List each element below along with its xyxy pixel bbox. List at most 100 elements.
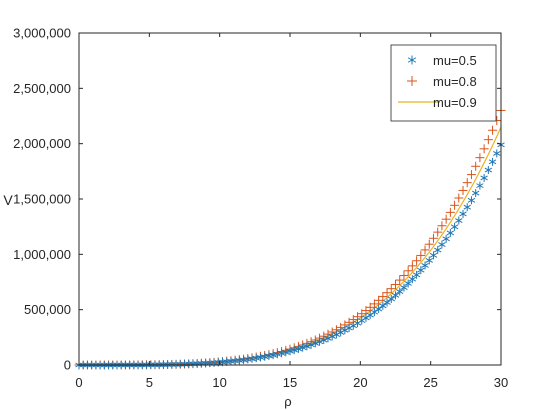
data-point xyxy=(396,287,404,296)
data-point xyxy=(428,233,438,243)
data-point xyxy=(382,288,392,298)
data-point xyxy=(417,266,425,275)
data-point xyxy=(282,348,290,357)
data-point xyxy=(307,340,315,349)
data-point xyxy=(433,227,443,237)
data-point xyxy=(391,291,400,300)
data-point xyxy=(475,153,485,163)
data-point xyxy=(450,200,460,210)
y-tick-label: 2,500,000 xyxy=(13,81,71,96)
legend-items: mu=0.5 mu=0.8 mu=0.9 xyxy=(398,53,477,110)
data-point xyxy=(391,279,400,289)
data-point xyxy=(379,301,387,310)
data-point xyxy=(395,275,405,285)
data-point xyxy=(269,351,277,360)
data-point xyxy=(442,234,450,243)
legend: mu=0.5 mu=0.8 mu=0.9 xyxy=(390,44,497,122)
data-point xyxy=(320,336,328,345)
data-point xyxy=(455,216,463,225)
data-point xyxy=(463,203,471,212)
data-point xyxy=(458,185,468,195)
data-point xyxy=(437,221,447,231)
legend-label: mu=0.9 xyxy=(433,95,477,110)
data-point xyxy=(374,295,384,305)
data-point xyxy=(387,294,395,303)
data-point xyxy=(429,251,438,260)
data-point xyxy=(277,349,286,358)
data-point xyxy=(450,222,459,231)
data-point xyxy=(399,271,409,281)
legend-label: mu=0.5 xyxy=(433,53,477,68)
data-point xyxy=(466,170,476,180)
data-point xyxy=(471,189,480,198)
x-tick-label: 15 xyxy=(283,375,297,390)
y-tick-label: 0 xyxy=(64,358,71,373)
y-tick-label: 1,500,000 xyxy=(13,192,71,207)
data-point xyxy=(303,342,311,351)
data-point xyxy=(484,166,493,175)
data-point xyxy=(403,266,413,276)
data-point xyxy=(471,161,481,171)
data-point xyxy=(383,298,391,307)
data-point xyxy=(420,245,430,255)
data-point xyxy=(378,292,388,302)
data-point xyxy=(294,344,303,353)
data-point xyxy=(454,193,464,203)
x-tick-label: 30 xyxy=(494,375,508,390)
y-axis-label: V xyxy=(3,192,13,208)
data-point xyxy=(324,334,332,343)
data-point xyxy=(298,343,307,352)
data-point xyxy=(290,346,298,355)
data-point xyxy=(400,283,408,292)
data-point xyxy=(408,275,417,284)
data-point xyxy=(483,135,493,145)
x-tick-label: 10 xyxy=(212,375,226,390)
legend-item: mu=0.8 xyxy=(407,74,477,89)
legend-item: mu=0.5 xyxy=(407,53,477,68)
data-point xyxy=(412,256,422,266)
x-tick-label: 0 xyxy=(75,375,82,390)
data-point xyxy=(265,351,273,360)
legend-label: mu=0.8 xyxy=(433,74,477,89)
y-tick-label: 1,000,000 xyxy=(13,247,71,262)
ticks-layer: 0 5 10 15 20 25 30 0 500,000 1,000,000 1,500,000 2,… xyxy=(13,26,508,391)
data-point xyxy=(445,207,455,217)
legend-item: mu=0.9 xyxy=(398,95,477,110)
y-tick-label: 3,000,000 xyxy=(13,26,71,41)
data-point xyxy=(374,305,383,314)
data-point xyxy=(433,246,442,255)
data-point xyxy=(493,149,501,158)
data-point xyxy=(462,178,472,188)
data-point xyxy=(315,337,324,346)
data-point xyxy=(273,350,282,359)
data-point xyxy=(286,347,294,356)
data-point xyxy=(446,228,455,237)
data-point xyxy=(488,157,497,166)
y-tick-label: 2,000,000 xyxy=(13,136,71,151)
x-tick-label: 5 xyxy=(146,375,153,390)
data-point xyxy=(412,270,421,279)
data-point xyxy=(480,173,488,182)
data-point xyxy=(311,339,320,348)
data-point xyxy=(370,308,379,317)
data-point xyxy=(479,144,489,154)
data-point xyxy=(441,214,451,224)
x-tick-label: 20 xyxy=(353,375,367,390)
legend-swatch xyxy=(407,76,417,86)
data-point xyxy=(476,181,484,190)
data-point xyxy=(459,209,467,218)
data-point xyxy=(404,279,412,288)
x-tick-label: 25 xyxy=(423,375,437,390)
data-point xyxy=(421,261,429,270)
data-point xyxy=(416,250,426,260)
data-point xyxy=(386,284,396,294)
x-axis-label: ρ xyxy=(284,394,291,409)
data-point xyxy=(438,240,446,249)
data-point xyxy=(407,261,417,271)
data-point xyxy=(424,239,434,249)
legend-swatch xyxy=(407,55,417,65)
data-point xyxy=(425,256,433,265)
data-point xyxy=(488,125,498,135)
y-tick-label: 500,000 xyxy=(24,302,71,317)
